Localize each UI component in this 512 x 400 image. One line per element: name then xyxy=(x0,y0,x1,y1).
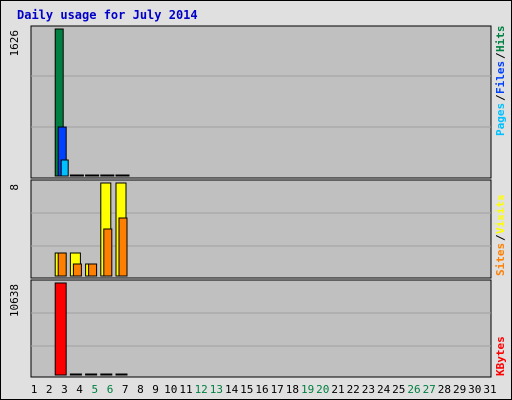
legend-hits: Hits xyxy=(494,26,507,53)
bar-sites-day-4 xyxy=(88,263,98,277)
bar-sites-day-6 xyxy=(118,217,128,277)
day-label-17: 17 xyxy=(271,383,284,396)
bar-kbytes-day-3 xyxy=(69,373,82,376)
day-label-10: 10 xyxy=(164,383,177,396)
day-label-27: 27 xyxy=(423,383,436,396)
legend-files: Files xyxy=(494,61,507,94)
day-label-20: 20 xyxy=(316,383,329,396)
day-label-5: 5 xyxy=(91,383,98,396)
day-label-18: 18 xyxy=(286,383,299,396)
day-label-16: 16 xyxy=(255,383,268,396)
bar-pages-day-5 xyxy=(106,174,115,177)
bar-sites-day-2 xyxy=(57,252,67,277)
legend-sep: / xyxy=(494,94,507,101)
day-label-23: 23 xyxy=(362,383,375,396)
day-label-29: 29 xyxy=(453,383,466,396)
day-label-28: 28 xyxy=(438,383,451,396)
legend-sep: / xyxy=(494,234,507,241)
day-label-1: 1 xyxy=(31,383,38,396)
day-label-31: 31 xyxy=(483,383,496,396)
legend-sites: Sites xyxy=(494,243,507,276)
panel-visits-sites xyxy=(30,179,492,279)
day-label-22: 22 xyxy=(347,383,360,396)
day-label-2: 2 xyxy=(46,383,53,396)
day-label-19: 19 xyxy=(301,383,314,396)
bar-sites-day-5 xyxy=(103,228,113,277)
ymax-label-hits-files-pages: 1626 xyxy=(8,30,21,57)
bar-kbytes-day-2 xyxy=(54,282,67,376)
bar-pages-day-4 xyxy=(91,174,100,177)
day-label-3: 3 xyxy=(61,383,68,396)
panel-hits-files-pages xyxy=(30,25,492,179)
bar-pages-day-3 xyxy=(75,174,84,177)
chart-title: Daily usage for July 2014 xyxy=(17,8,198,22)
legend-pages: Pages xyxy=(494,103,507,136)
day-label-7: 7 xyxy=(122,383,129,396)
day-label-15: 15 xyxy=(240,383,253,396)
day-label-9: 9 xyxy=(152,383,159,396)
day-label-25: 25 xyxy=(392,383,405,396)
day-label-8: 8 xyxy=(137,383,144,396)
legend-visits: Visits xyxy=(494,194,507,234)
day-label-4: 4 xyxy=(76,383,83,396)
day-label-12: 12 xyxy=(195,383,208,396)
day-label-14: 14 xyxy=(225,383,239,396)
bar-pages-day-2 xyxy=(60,159,69,177)
day-label-11: 11 xyxy=(179,383,192,396)
ymax-label-visits-sites: 8 xyxy=(8,184,21,191)
legend-kbytes: KBytes xyxy=(494,336,507,376)
bar-sites-day-3 xyxy=(72,263,82,277)
panel-kbytes xyxy=(30,279,492,378)
day-label-26: 26 xyxy=(407,383,420,396)
day-label-30: 30 xyxy=(468,383,481,396)
day-label-13: 13 xyxy=(210,383,223,396)
bar-pages-day-6 xyxy=(121,174,130,177)
bar-kbytes-day-6 xyxy=(115,373,128,376)
day-label-6: 6 xyxy=(107,383,114,396)
ymax-label-kbytes: 10638 xyxy=(8,284,21,317)
day-label-24: 24 xyxy=(377,383,391,396)
day-label-21: 21 xyxy=(331,383,344,396)
bar-kbytes-day-5 xyxy=(100,373,113,376)
legend-sep: / xyxy=(494,52,507,59)
bar-kbytes-day-4 xyxy=(85,373,98,376)
